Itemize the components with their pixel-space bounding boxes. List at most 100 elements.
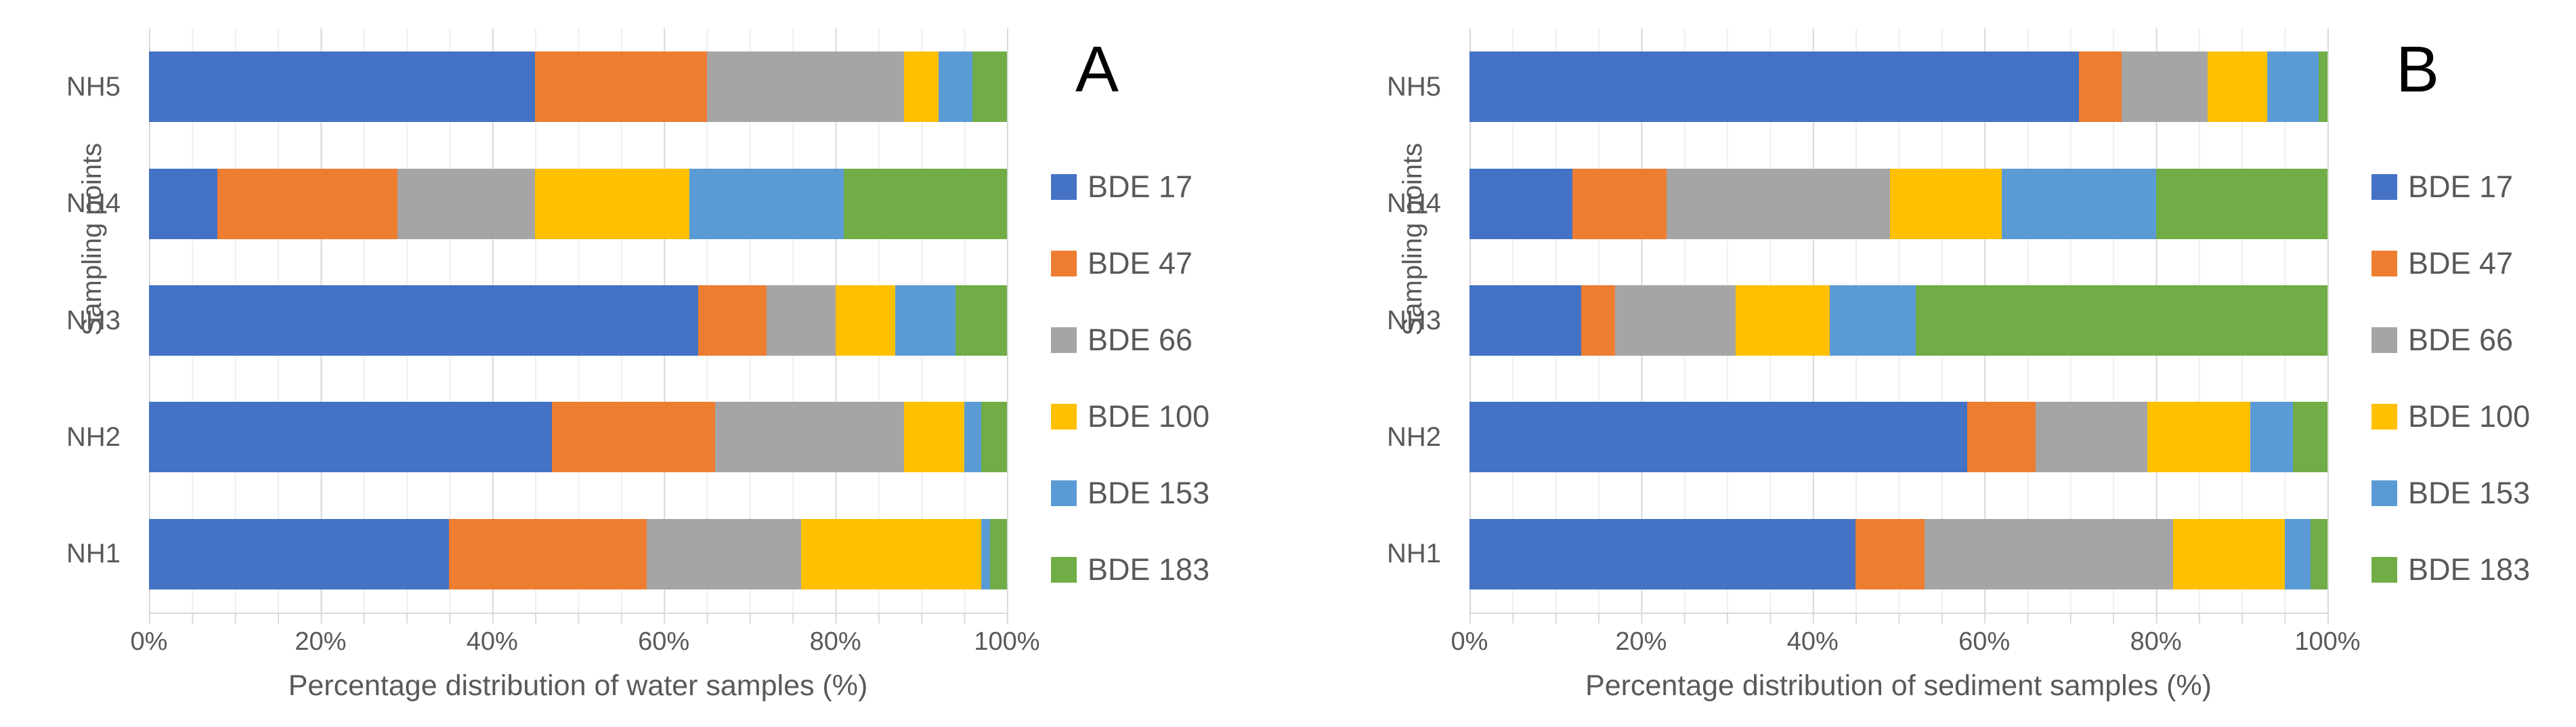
bar-segment-bde-66 xyxy=(767,285,836,356)
bar-segment-bde-66 xyxy=(2036,402,2147,473)
bar-segment-bde-17 xyxy=(149,168,218,239)
legend-item-bde-66: BDE 66 xyxy=(2371,323,2530,357)
bar-segment-bde-183 xyxy=(981,402,1007,473)
stacked-bar-nh3 xyxy=(1469,285,2327,356)
legend-item-bde-183: BDE 183 xyxy=(1051,552,1209,587)
legend-swatch-icon xyxy=(1051,327,1077,353)
panel-letter-a: A xyxy=(1075,33,1119,106)
bar-segment-bde-17 xyxy=(1469,168,1573,239)
legend-item-bde-153: BDE 153 xyxy=(2371,476,2530,510)
bar-row-nh2 xyxy=(1469,379,2327,495)
category-label-nh5: NH5 xyxy=(66,71,121,102)
x-tick-label: 100% xyxy=(2294,627,2361,656)
stacked-bar-nh3 xyxy=(149,285,1007,356)
legend-swatch-icon xyxy=(1051,174,1077,200)
bar-segment-bde-47 xyxy=(552,402,716,473)
legend-item-bde-100: BDE 100 xyxy=(2371,399,2531,434)
bar-segment-bde-66 xyxy=(646,518,801,589)
legend-item-bde-47: BDE 47 xyxy=(1051,246,1209,281)
legend-swatch-icon xyxy=(2371,251,2397,276)
category-label-nh2: NH2 xyxy=(66,421,121,452)
x-tick-label: 80% xyxy=(2130,627,2182,656)
bar-segment-bde-100 xyxy=(835,285,896,356)
legend: BDE 17 BDE 47 BDE 66 BDE 100 BDE 153 BDE 183 xyxy=(2371,169,2531,630)
panel-letter-b: B xyxy=(2396,33,2440,106)
bar-segment-bde-153 xyxy=(895,285,956,356)
bar-segment-bde-47 xyxy=(2078,51,2122,123)
category-axis-labels: NH5 NH4 NH3 NH2 NH1 xyxy=(1348,28,1455,612)
legend-swatch-icon xyxy=(2371,557,2397,583)
legend-label: BDE 47 xyxy=(1088,246,1193,281)
legend-item-bde-183: BDE 183 xyxy=(2371,552,2531,587)
legend-item-bde-100: BDE 100 xyxy=(1051,399,1210,434)
axis-tick-marks xyxy=(149,612,1008,623)
sediment-chart-panel: Sampling points NH5 NH4 NH3 NH2 NH1 0% 20% 40%… xyxy=(1321,0,2576,727)
bar-segment-bde-183 xyxy=(2310,518,2327,589)
stacked-bar-nh1 xyxy=(1469,518,2327,589)
x-tick-label: 60% xyxy=(638,627,690,656)
legend-label: BDE 17 xyxy=(2408,169,2514,204)
bar-segment-bde-100 xyxy=(2147,402,2250,473)
bar-segment-bde-153 xyxy=(938,51,973,123)
x-tick-label: 20% xyxy=(1615,627,1667,656)
legend-swatch-icon xyxy=(2371,174,2397,200)
legend-swatch-icon xyxy=(1051,251,1077,276)
bar-segment-bde-183 xyxy=(972,51,1007,123)
legend-label: BDE 66 xyxy=(2408,323,2514,357)
x-tick-label: 0% xyxy=(130,627,168,656)
x-tick-label: 20% xyxy=(295,627,347,656)
x-axis-tick-labels: 0% 20% 40% 60% 80% 100% xyxy=(131,627,1040,657)
legend-label: BDE 100 xyxy=(1088,399,1210,434)
x-tick-label: 80% xyxy=(809,627,861,656)
x-axis-title: Percentage distribution of water samples… xyxy=(288,669,868,702)
bar-segment-bde-153 xyxy=(1830,285,1916,356)
bar-segment-bde-66 xyxy=(1667,168,1890,239)
legend-swatch-icon xyxy=(1051,480,1077,506)
legend-label: BDE 47 xyxy=(2408,246,2514,281)
bar-segment-bde-47 xyxy=(697,285,767,356)
bar-segment-bde-17 xyxy=(149,518,450,589)
bar-segment-bde-153 xyxy=(2001,168,2156,239)
bar-row-nh1 xyxy=(149,496,1007,612)
bar-segment-bde-100 xyxy=(2207,51,2268,123)
bar-row-nh5 xyxy=(149,28,1007,145)
bar-row-nh5 xyxy=(1469,28,2327,145)
bar-segment-bde-66 xyxy=(2121,51,2208,123)
bar-segment-bde-47 xyxy=(1581,285,1616,356)
bar-segment-bde-153 xyxy=(2284,518,2311,589)
x-tick-label: 100% xyxy=(974,627,1040,656)
stacked-bar-nh4 xyxy=(149,168,1007,239)
legend-item-bde-17: BDE 17 xyxy=(1051,169,1209,204)
bar-segment-bde-47 xyxy=(217,168,398,239)
category-label-nh3: NH3 xyxy=(66,305,121,335)
bar-segment-bde-100 xyxy=(903,51,939,123)
category-label-nh4: NH4 xyxy=(1386,188,1441,219)
bar-segment-bde-47 xyxy=(1967,402,2036,473)
category-label-nh3: NH3 xyxy=(1386,305,1441,335)
legend-label: BDE 100 xyxy=(2408,399,2531,434)
bar-segment-bde-66 xyxy=(1924,518,2173,589)
bar-row-nh4 xyxy=(149,145,1007,262)
x-tick-label: 40% xyxy=(1786,627,1839,656)
bar-segment-bde-153 xyxy=(2250,402,2294,473)
bar-segment-bde-183 xyxy=(844,168,1007,239)
stacked-bar-nh2 xyxy=(1469,402,2327,473)
legend-label: BDE 183 xyxy=(2408,552,2531,587)
bar-segment-bde-183 xyxy=(1915,285,2327,356)
x-tick-label: 0% xyxy=(1451,627,1488,656)
x-tick-label: 40% xyxy=(466,627,518,656)
bar-segment-bde-100 xyxy=(1889,168,2002,239)
legend-label: BDE 17 xyxy=(1088,169,1193,204)
legend-item-bde-66: BDE 66 xyxy=(1051,323,1209,357)
bar-segment-bde-17 xyxy=(1469,51,2079,123)
bar-segment-bde-183 xyxy=(955,285,1007,356)
bar-segment-bde-100 xyxy=(903,402,964,473)
bar-segment-bde-153 xyxy=(964,402,981,473)
bar-segment-bde-100 xyxy=(2172,518,2285,589)
legend-item-bde-153: BDE 153 xyxy=(1051,476,1209,510)
bar-row-nh2 xyxy=(149,379,1007,495)
stacked-bar-nh5 xyxy=(1469,51,2327,123)
bar-segment-bde-153 xyxy=(689,168,844,239)
bar-segment-bde-17 xyxy=(1469,402,1967,473)
